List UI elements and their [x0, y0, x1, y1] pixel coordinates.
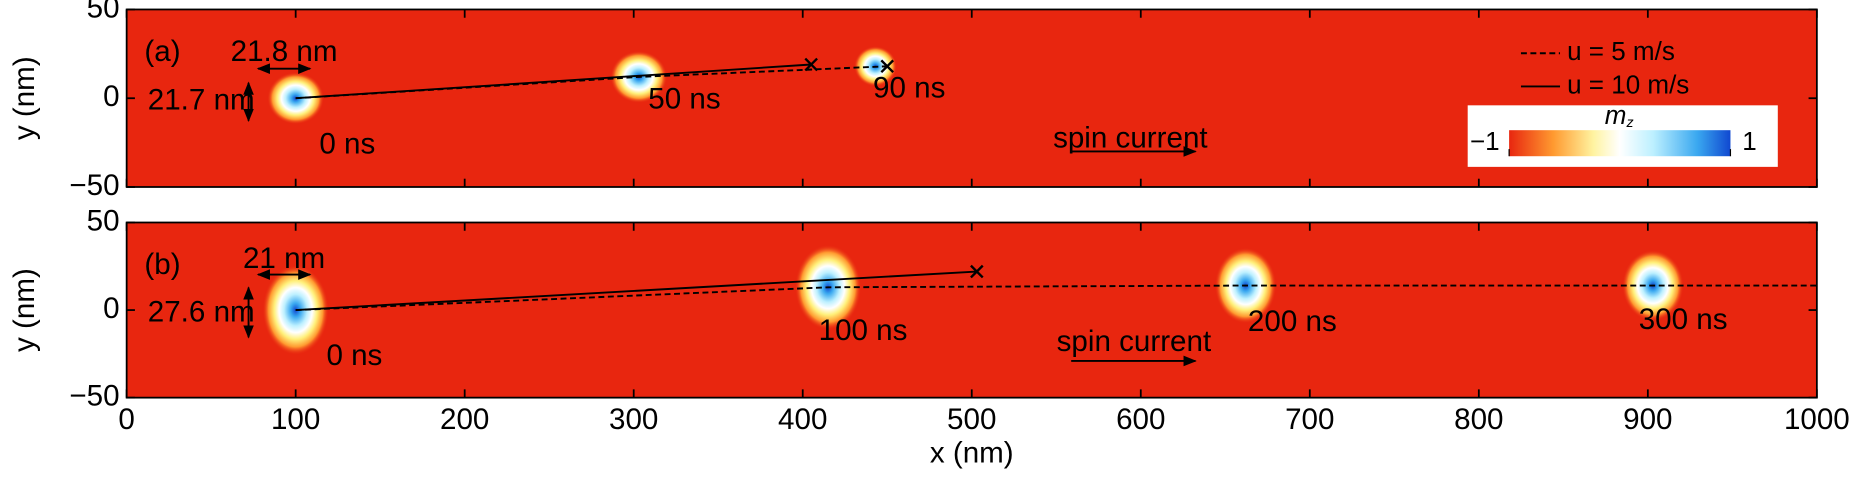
annotation: 21.7 nm: [148, 84, 255, 117]
time-label: 100 ns: [819, 314, 908, 347]
y-tick-label: −50: [69, 169, 119, 202]
panel-label: (a): [144, 35, 180, 68]
skyrmion: [262, 265, 329, 356]
panel: 0 ns 100 ns 200 ns 300 ns 21 nm 27.6 nm spin c…: [8, 204, 1850, 469]
colorbar-tick-label: −1: [1470, 126, 1500, 156]
trajectory: [295, 284, 1817, 312]
end-marker: [804, 57, 818, 72]
x-tick-label: 600: [1116, 403, 1165, 436]
colorbar-tick-label: 1: [1742, 126, 1756, 156]
y-tick-label: 0: [103, 80, 119, 113]
time-label: 0 ns: [319, 127, 375, 160]
y-axis-label: y (nm): [8, 268, 41, 352]
colorbar-label-sub: z: [1625, 115, 1633, 131]
trajectory: [295, 63, 812, 100]
x-tick-label: 900: [1623, 403, 1672, 436]
x-tick-label: 500: [947, 403, 996, 436]
x-tick-label: 300: [609, 403, 658, 436]
x-tick-label: 1000: [1784, 403, 1850, 436]
magnetization-background: [126, 222, 1817, 398]
x-tick-label: 800: [1454, 403, 1503, 436]
time-label: 200 ns: [1248, 305, 1337, 338]
annotation: 21.8 nm: [231, 35, 338, 68]
colorbar-label: mz: [1605, 100, 1634, 131]
x-tick-label: 700: [1285, 403, 1334, 436]
x-tick-label: 400: [778, 403, 827, 436]
legend-label: u = 5 m/s: [1567, 36, 1675, 66]
time-label: 90 ns: [873, 72, 945, 105]
annotation: 21 nm: [243, 242, 325, 275]
x-tick-label: 200: [440, 403, 489, 436]
x-tick-label: 0: [118, 403, 134, 436]
end-marker: [970, 264, 984, 279]
end-marker: [880, 59, 894, 74]
x-axis-label: x (nm): [930, 436, 1014, 469]
annotation: 27.6 nm: [148, 295, 255, 328]
y-tick-label: 50: [87, 0, 120, 24]
y-axis-label: y (nm): [8, 56, 41, 140]
annotation: spin current: [1053, 121, 1208, 154]
x-tick-label: 100: [271, 403, 320, 436]
time-label: 50 ns: [648, 82, 720, 115]
time-label: 0 ns: [326, 339, 382, 372]
y-tick-label: −50: [69, 379, 119, 412]
panel: 0 ns 50 ns 90 ns 21.8 nm 21.7 nm spin current…: [8, 0, 1818, 202]
trajectory: [295, 270, 977, 312]
y-tick-label: 0: [103, 292, 119, 325]
colorbar-label-main: m: [1605, 100, 1627, 130]
panel-label: (b): [144, 248, 180, 281]
time-label: 300 ns: [1639, 303, 1728, 336]
legend-label: u = 10 m/s: [1567, 69, 1689, 99]
y-tick-label: 50: [87, 204, 120, 237]
colorbar: [1509, 130, 1731, 157]
skyrmion: [267, 72, 325, 125]
annotation: spin current: [1057, 325, 1212, 358]
